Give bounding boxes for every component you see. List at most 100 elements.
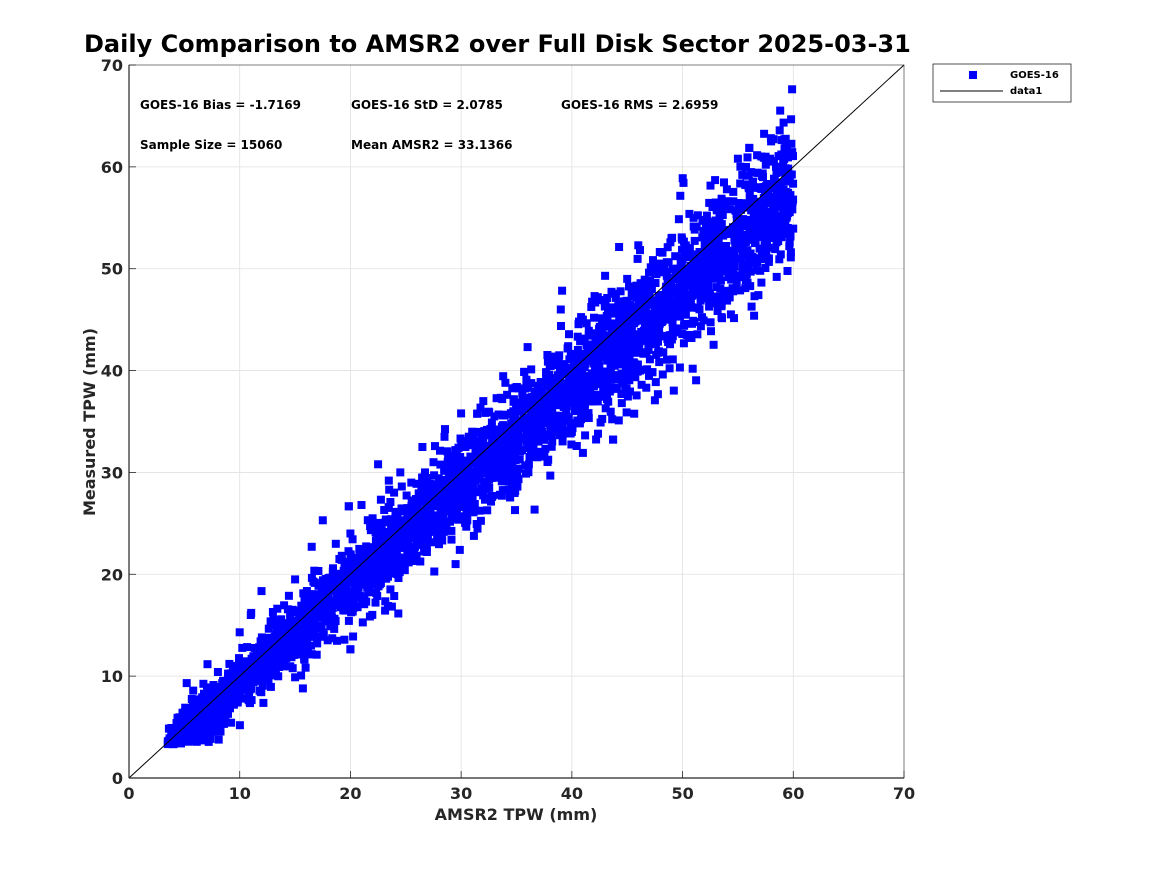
scatter-point xyxy=(680,319,689,328)
scatter-point xyxy=(543,408,552,417)
scatter-point xyxy=(534,422,543,430)
scatter-point xyxy=(224,696,233,704)
scatter-point xyxy=(704,281,713,290)
scatter-point xyxy=(401,527,410,536)
scatter-point xyxy=(603,382,612,391)
scatter-point xyxy=(199,679,208,688)
scatter-point xyxy=(545,361,554,370)
scatter-point xyxy=(729,287,738,296)
scatter-point xyxy=(435,494,443,503)
stat-mean: Mean AMSR2 = 33.1366 xyxy=(351,138,512,152)
scatter-point xyxy=(742,260,751,269)
scatter-point xyxy=(599,383,608,392)
scatter-point xyxy=(427,538,436,547)
scatter-point xyxy=(654,337,662,346)
scatter-point xyxy=(606,407,615,416)
scatter-point xyxy=(667,234,676,243)
scatter-point xyxy=(524,444,533,452)
scatter-point xyxy=(262,662,271,670)
scatter-point xyxy=(181,703,190,712)
scatter-point xyxy=(764,157,773,166)
scatter-point xyxy=(331,539,340,548)
scatter-point xyxy=(769,157,778,166)
scatter-point xyxy=(288,664,297,673)
scatter-point xyxy=(678,254,687,263)
scatter-point xyxy=(711,299,720,308)
scatter-point xyxy=(468,427,477,436)
scatter-point xyxy=(716,276,725,285)
x-tick-label: 20 xyxy=(339,784,361,803)
scatter-point xyxy=(723,296,732,305)
scatter-point xyxy=(213,698,222,706)
scatter-point xyxy=(304,619,313,628)
scatter-point xyxy=(749,202,758,211)
scatter-point xyxy=(527,379,536,388)
scatter-point xyxy=(683,252,692,261)
scatter-point xyxy=(502,453,511,462)
x-tick-label: 70 xyxy=(893,784,915,803)
scatter-point xyxy=(447,526,456,535)
scatter-point xyxy=(362,597,371,606)
scatter-point xyxy=(695,248,704,256)
scatter-point xyxy=(724,273,733,282)
scatter-point xyxy=(674,215,683,224)
scatter-point xyxy=(683,244,692,253)
scatter-point xyxy=(700,229,709,238)
scatter-point xyxy=(547,432,556,441)
stat-rms: GOES-16 RMS = 2.6959 xyxy=(561,98,718,112)
scatter-point xyxy=(415,529,424,538)
scatter-point xyxy=(379,549,388,558)
scatter-point xyxy=(328,634,337,643)
scatter-point xyxy=(520,413,529,422)
scatter-point xyxy=(308,590,317,599)
scatter-point xyxy=(638,315,647,324)
scatter-point xyxy=(422,539,431,548)
scatter-point xyxy=(548,407,557,416)
scatter-point xyxy=(747,302,756,311)
scatter-point xyxy=(551,411,560,420)
scatter-point xyxy=(207,722,216,731)
scatter-point xyxy=(636,365,645,374)
scatter-point xyxy=(397,482,406,491)
scatter-point xyxy=(621,315,630,324)
scatter-point xyxy=(317,586,326,595)
scatter-point xyxy=(648,368,657,377)
scatter-point xyxy=(639,295,648,304)
scatter-point xyxy=(612,309,621,318)
scatter-point xyxy=(555,413,564,422)
scatter-point xyxy=(407,496,416,505)
scatter-point xyxy=(693,330,702,339)
scatter-point xyxy=(687,266,696,275)
y-tick-label: 70 xyxy=(101,56,123,75)
scatter-point xyxy=(688,319,696,328)
scatter-point xyxy=(690,236,699,245)
scatter-point xyxy=(245,697,254,706)
scatter-point xyxy=(762,232,771,241)
scatter-point xyxy=(631,317,640,326)
scatter-point xyxy=(783,267,792,275)
scatter-point xyxy=(546,400,555,409)
scatter-point xyxy=(446,458,455,466)
scatter-point xyxy=(527,365,536,374)
scatter-point xyxy=(663,355,671,364)
scatter-point xyxy=(243,643,252,652)
scatter-point xyxy=(738,170,747,179)
scatter-point xyxy=(753,168,762,177)
scatter-point xyxy=(665,294,674,303)
scatter-point xyxy=(514,464,523,473)
scatter-point xyxy=(191,704,199,713)
scatter-point xyxy=(543,382,552,391)
scatter-point xyxy=(334,579,343,588)
scatter-point xyxy=(511,506,519,515)
scatter-point xyxy=(717,205,726,214)
scatter-point xyxy=(528,393,537,402)
scatter-point xyxy=(192,695,201,704)
scatter-point xyxy=(291,575,300,584)
scatter-point xyxy=(280,660,289,669)
scatter-point xyxy=(297,671,306,680)
scatter-point xyxy=(224,671,233,680)
scatter-point xyxy=(575,362,584,370)
scatter-point xyxy=(411,522,420,531)
scatter-point xyxy=(699,316,708,325)
scatter-point xyxy=(619,336,628,345)
